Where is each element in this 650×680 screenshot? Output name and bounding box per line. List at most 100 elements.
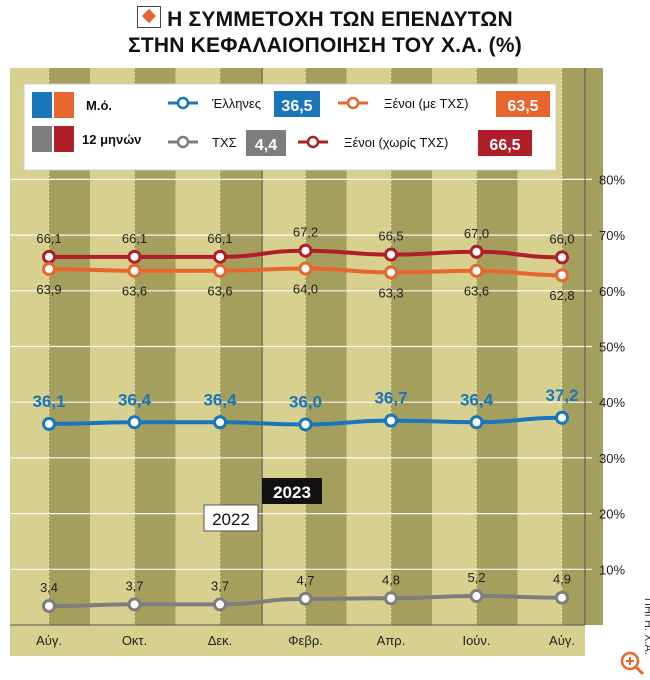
y-tick-label: 30%: [599, 451, 625, 466]
data-label: 66,1: [207, 231, 232, 246]
legend-value-box-txs: [246, 130, 286, 156]
data-point: [469, 263, 484, 278]
legend-value-greeks: 36,5: [281, 98, 312, 115]
year-label-2022: 2022: [203, 504, 259, 532]
legend-name-txs: ΤΧΣ: [212, 135, 237, 150]
y-tick-label: 80%: [599, 172, 625, 187]
data-point: [213, 263, 227, 278]
legend-12m-label: 12 μηνών: [82, 132, 141, 147]
legend-avg-label: Μ.ό.: [86, 98, 112, 113]
data-point: [555, 410, 569, 425]
data-label: 36,4: [118, 390, 152, 409]
data-point: [42, 416, 56, 431]
title-line-2: ΣΤΗΝ ΚΕΦΑΛΑΙΟΠΟΙΗΣΗ ΤΟΥ Χ.Α. (%): [128, 34, 522, 57]
data-point: [42, 249, 56, 264]
data-label: 66,1: [122, 231, 147, 246]
data-label: 63,6: [464, 284, 489, 299]
x-tick-label: Φεβρ.: [288, 633, 323, 648]
data-label: 4,7: [296, 573, 314, 588]
data-point: [384, 247, 398, 262]
data-label: 67,0: [464, 226, 489, 241]
data-point: [127, 249, 142, 264]
data-point: [42, 262, 56, 277]
source-note: ΠΗΓΗ: Χ.Α.: [642, 598, 650, 655]
logo-icon: [137, 6, 162, 28]
y-tick-label: 10%: [599, 562, 625, 577]
x-tick-label: Αύγ.: [549, 633, 575, 648]
data-point: [213, 597, 227, 612]
data-point: [127, 263, 142, 278]
x-tick-label: Ιούν.: [462, 633, 490, 648]
data-label: 36,0: [289, 392, 322, 411]
data-label: 37,2: [545, 386, 578, 405]
data-label: 3,4: [40, 580, 58, 595]
legend-entry-greeks: Έλληνες 36,5: [168, 91, 320, 117]
legend-swatch-foreign-without: [54, 126, 74, 152]
year-box-2023: [262, 478, 322, 504]
y-tick-label: 60%: [599, 284, 625, 299]
data-label: 4,8: [382, 572, 400, 587]
data-point: [384, 265, 398, 280]
year-text-2023: 2023: [273, 483, 311, 502]
x-tick-label: Οκτ.: [122, 633, 147, 648]
legend-marker-foreign-without: [306, 135, 320, 149]
data-point: [555, 250, 569, 265]
legend: Μ.ό. 12 μηνών Έλληνες 36,5 Ξένοι (με ΤΧΣ…: [23, 83, 557, 171]
data-point: [213, 415, 227, 430]
data-label: 36,4: [460, 390, 494, 409]
data-label: 67,2: [293, 225, 318, 240]
legend-marker-foreign-with: [346, 96, 360, 110]
legend-swatch-foreign-with: [54, 92, 74, 118]
legend-name-foreign-with: Ξένοι (με ΤΧΣ): [384, 96, 468, 111]
data-point: [213, 249, 227, 264]
data-point: [384, 591, 398, 606]
year-box-2022: [203, 504, 259, 532]
data-label: 36,4: [203, 390, 237, 409]
legend-value-box-foreign-without: [478, 130, 532, 156]
data-label: 63,6: [122, 284, 147, 299]
y-tick-label: 40%: [599, 395, 625, 410]
data-label: 62,8: [549, 288, 574, 303]
legend-value-box-greeks: [274, 91, 320, 117]
data-point: [469, 244, 484, 259]
data-point: [555, 268, 569, 283]
x-tick-label: Απρ.: [377, 633, 406, 648]
x-tick-label: Αύγ.: [36, 633, 62, 648]
legend-value-txs: 4,4: [255, 137, 277, 154]
legend-entry-foreign-with: Ξένοι (με ΤΧΣ) 63,5: [338, 91, 550, 117]
axes: 10% 20% 30% 40% 50% 60% 70% 80% Αύγ. Οκτ. Δεκ. Φεβρ…: [10, 68, 625, 656]
y-tick-label: 20%: [599, 507, 625, 522]
data-labels: 66,1 66,1 66,1 67,2 66,5 67,0 66,0 63,9 63,6 63,6…: [32, 225, 578, 595]
data-label: 36,7: [374, 389, 407, 408]
data-label: 63,9: [36, 282, 61, 297]
data-point: [127, 597, 142, 612]
title-line-1: Η ΣΥΜΜΕΤΟΧΗ ΤΩΝ ΕΠΕΝΔΥΤΩΝ: [167, 8, 513, 31]
legend-marker-txs: [176, 135, 190, 149]
data-label: 64,0: [293, 282, 318, 297]
year-text-2022: 2022: [212, 510, 250, 529]
data-label: 36,1: [32, 392, 65, 411]
data-point: [127, 415, 142, 430]
data-label: 4,9: [553, 572, 571, 587]
data-label: 63,3: [378, 285, 403, 300]
zoom-icon[interactable]: [620, 651, 645, 676]
data-label: 63,6: [207, 284, 232, 299]
data-label: 66,1: [36, 231, 61, 246]
data-point: [555, 590, 569, 605]
legend-swatch-txs: [32, 126, 52, 152]
data-point: [469, 415, 484, 430]
legend-swatch-greeks: [32, 92, 52, 118]
data-point: [384, 413, 398, 428]
legend-name-greeks: Έλληνες: [211, 96, 261, 111]
data-point: [298, 261, 313, 276]
data-label: 66,0: [549, 231, 574, 246]
data-label: 66,5: [378, 229, 403, 244]
legend-value-box-foreign-with: [496, 91, 550, 117]
legend-marker-greeks: [176, 96, 190, 110]
data-label: 5,2: [467, 570, 485, 585]
data-label: 3,7: [125, 578, 143, 593]
chart-title: Η ΣΥΜΜΕΤΟΧΗ ΤΩΝ ΕΠΕΝΔΥΤΩΝ ΣΤΗΝ ΚΕΦΑΛΑΙΟΠ…: [0, 6, 650, 59]
y-tick-label: 50%: [599, 340, 625, 355]
data-point: [469, 589, 484, 604]
